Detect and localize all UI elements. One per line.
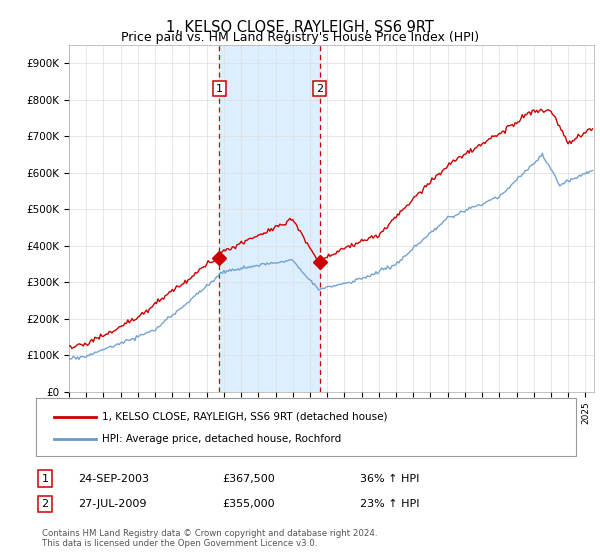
Text: £367,500: £367,500 <box>222 474 275 484</box>
Text: 2: 2 <box>316 83 323 94</box>
Text: 1, KELSO CLOSE, RAYLEIGH, SS6 9RT: 1, KELSO CLOSE, RAYLEIGH, SS6 9RT <box>166 20 434 35</box>
Text: This data is licensed under the Open Government Licence v3.0.: This data is licensed under the Open Gov… <box>42 539 317 548</box>
Text: £355,000: £355,000 <box>222 499 275 509</box>
Text: Contains HM Land Registry data © Crown copyright and database right 2024.: Contains HM Land Registry data © Crown c… <box>42 529 377 538</box>
Text: 36% ↑ HPI: 36% ↑ HPI <box>360 474 419 484</box>
Text: 2: 2 <box>41 499 49 509</box>
Text: 1: 1 <box>216 83 223 94</box>
Text: 27-JUL-2009: 27-JUL-2009 <box>78 499 146 509</box>
Bar <box>219 45 320 392</box>
Text: 23% ↑ HPI: 23% ↑ HPI <box>360 499 419 509</box>
Text: Price paid vs. HM Land Registry's House Price Index (HPI): Price paid vs. HM Land Registry's House … <box>121 31 479 44</box>
Text: 1, KELSO CLOSE, RAYLEIGH, SS6 9RT (detached house): 1, KELSO CLOSE, RAYLEIGH, SS6 9RT (detac… <box>102 412 388 422</box>
Text: HPI: Average price, detached house, Rochford: HPI: Average price, detached house, Roch… <box>102 434 341 444</box>
Text: 1: 1 <box>41 474 49 484</box>
Text: 24-SEP-2003: 24-SEP-2003 <box>78 474 149 484</box>
